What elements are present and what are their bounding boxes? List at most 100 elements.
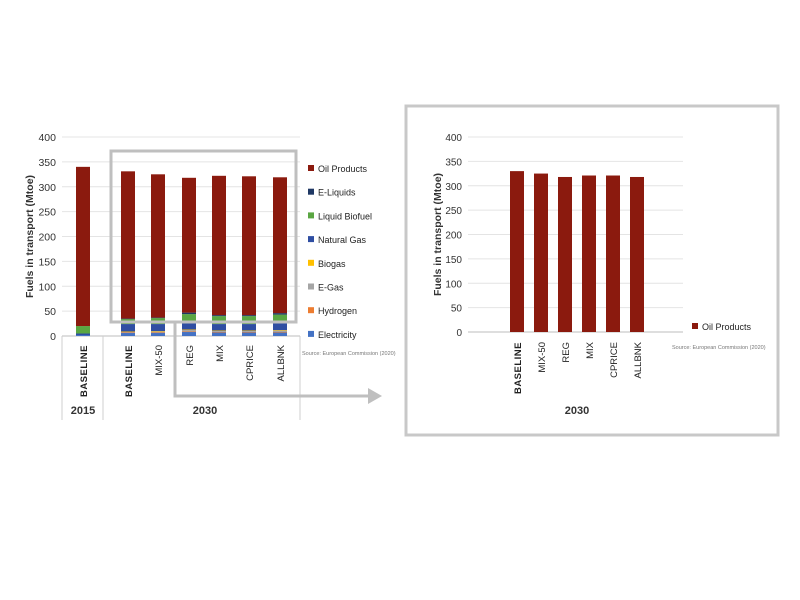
x-category-label: MIX-50 [537, 342, 548, 373]
bar-electricity [121, 333, 135, 336]
bar-oil-products [582, 175, 596, 332]
y-tick-label: 250 [38, 207, 56, 219]
x-category-label: ALLBNK [633, 341, 644, 378]
bar-oil-products [630, 176, 644, 332]
y-tick-label: 0 [456, 328, 462, 339]
bar-e-gas [212, 331, 226, 333]
bar-natural-gas [151, 324, 165, 332]
bar-e-liquids [151, 317, 165, 319]
bar-oil-products [606, 175, 620, 332]
bar-natural-gas [121, 324, 135, 332]
bar-electricity [151, 333, 165, 336]
source-note: Source: European Commission (2020) [672, 345, 766, 351]
bar-e-liquids [212, 315, 226, 317]
bar-hydrogen [242, 332, 256, 333]
bar-oil-products [121, 171, 135, 319]
bar-liquid-biofuel [212, 316, 226, 325]
y-tick-label: 200 [38, 232, 56, 244]
y-tick-label: 250 [445, 206, 462, 217]
bar-liquid-biofuel [182, 314, 196, 324]
bar-e-liquids [273, 313, 287, 315]
x-category-label: MIX [215, 344, 226, 362]
legend-label: E-Liquids [318, 188, 356, 198]
bar-oil-products [151, 174, 165, 318]
bar-biogas [121, 331, 135, 333]
bar-liquid-biofuel [273, 314, 287, 324]
legend-label: Biogas [318, 259, 346, 269]
legend-swatch [692, 323, 698, 329]
legend-swatch [308, 307, 314, 314]
y-tick-label: 300 [445, 182, 462, 193]
bar-hydrogen [121, 332, 135, 334]
x-group-label: 2030 [565, 405, 589, 417]
y-tick-label: 300 [38, 182, 56, 194]
zoom-arrow [173, 322, 368, 398]
zoom-arrowhead [368, 388, 382, 404]
bar-natural-gas [242, 324, 256, 331]
bar-e-liquids [182, 312, 196, 315]
bar-biogas [242, 330, 256, 332]
legend-label: Hydrogen [318, 306, 357, 316]
y-tick-label: 0 [50, 331, 56, 343]
legend-label: Electricity [318, 330, 357, 340]
bar-biogas [212, 330, 226, 332]
legend-label: Oil Products [702, 322, 752, 332]
x-category-label: CPRICE [609, 342, 620, 378]
legend-swatch [308, 330, 314, 337]
bar-natural-gas [182, 323, 196, 330]
bar-oil-products [76, 166, 90, 327]
bar-hydrogen [273, 332, 287, 333]
bar-e-gas [151, 331, 165, 333]
legend-swatch [308, 188, 314, 195]
bar-oil-products [212, 175, 226, 316]
y-tick-label: 400 [445, 133, 462, 144]
bar-oil-products [242, 176, 256, 316]
x-category-label: MIX-50 [154, 345, 165, 376]
bar-e-gas [242, 331, 256, 333]
bar-oil-products [273, 177, 287, 314]
bar-natural-gas [212, 324, 226, 331]
bar-oil-products [510, 171, 524, 332]
bar-electricity [182, 332, 196, 336]
bar-e-gas [182, 330, 196, 332]
chart-right: 0 50 100 150 200 250 300 350 400 Fuels in transpo… [432, 133, 766, 417]
y-tick-label: 350 [445, 157, 462, 168]
y-tick-label: 50 [451, 304, 463, 315]
y-tick-label: 100 [445, 279, 462, 290]
bar-electricity [76, 335, 90, 336]
x-category-label: REG [561, 342, 572, 363]
legend-swatch [308, 259, 314, 266]
bar-e-liquids [121, 318, 135, 320]
x-category-label: BASELINE [513, 342, 524, 394]
bar-oil-products [182, 177, 196, 313]
legend-swatch [308, 283, 314, 290]
bar-biogas [182, 329, 196, 331]
x-category-label: BASELINE [124, 345, 135, 397]
chart-left: 0 50 100 150 200 250 300 350 400 Fuels in transpo… [24, 132, 396, 420]
x-category-label: CPRICE [245, 345, 256, 381]
bar-liquid-biofuel [76, 326, 90, 334]
y-tick-label: 400 [38, 132, 56, 144]
bar-electricity [273, 332, 287, 336]
bar-e-liquids [242, 315, 256, 317]
bar-biogas [151, 331, 165, 332]
bar-oil-products [558, 176, 572, 332]
x-group-label: 2015 [71, 405, 95, 417]
bar-natural-gas [76, 333, 90, 336]
y-tick-label: 150 [38, 256, 56, 268]
y-axis-title: Fuels in transport (Mtoe) [24, 175, 36, 298]
bar-electricity [242, 332, 256, 336]
zoom-annotation [109, 149, 382, 404]
legend-swatch [308, 212, 314, 219]
legend-label: Liquid Biofuel [318, 211, 372, 221]
legend-label: E-Gas [318, 283, 344, 293]
bar-e-gas [121, 332, 135, 333]
bar-liquid-biofuel [242, 316, 256, 325]
y-tick-label: 350 [38, 157, 56, 169]
y-axis-title: Fuels in transport (Mtoe) [432, 173, 444, 296]
bar-electricity [212, 332, 226, 336]
legend-swatch [308, 236, 314, 243]
y-tick-label: 200 [445, 231, 462, 242]
bar-oil-products [534, 173, 548, 332]
